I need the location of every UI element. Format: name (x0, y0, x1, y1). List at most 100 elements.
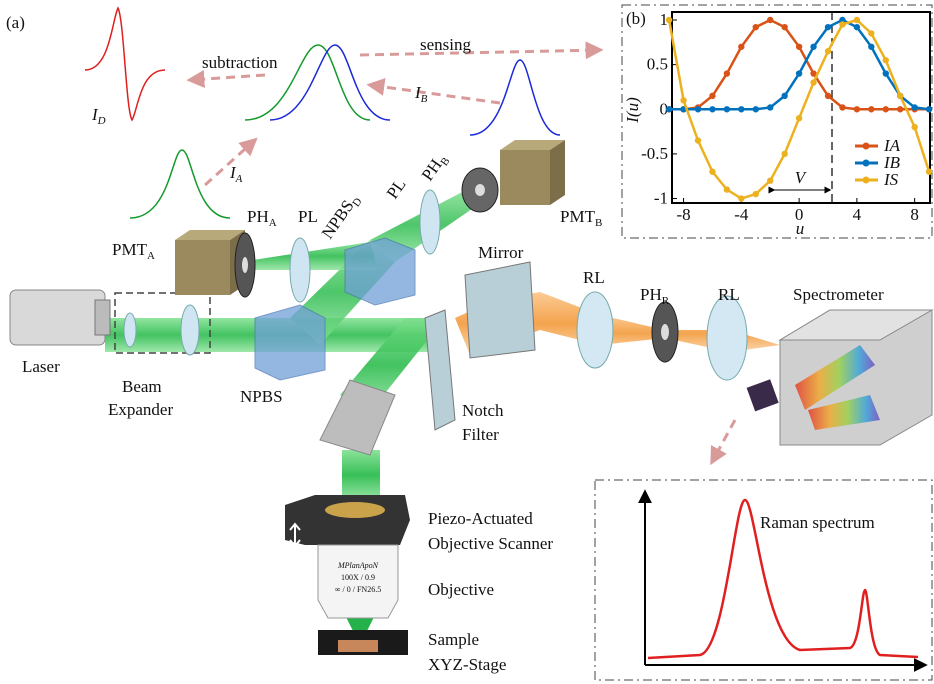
data-point (911, 123, 918, 131)
panel-tag: (a) (6, 13, 25, 32)
data-point (781, 150, 788, 158)
data-point (738, 195, 745, 202)
label: Objective (428, 580, 494, 599)
y-tick-label: -0.5 (641, 144, 668, 163)
label: PL (298, 207, 318, 226)
label: NPBS (240, 387, 283, 406)
label: Raman spectrum (760, 513, 875, 532)
data-point (795, 114, 803, 122)
data-point (810, 79, 817, 86)
label-main: I (91, 105, 99, 124)
data-point (925, 168, 933, 175)
data-point (897, 92, 904, 100)
data-point (795, 43, 803, 50)
data-point (868, 106, 875, 113)
data-point (882, 56, 889, 64)
y-axis-label: I(u) (623, 97, 642, 124)
legend-marker (862, 159, 870, 167)
label-main: PMT (560, 207, 596, 226)
data-point (665, 16, 673, 24)
label: PL (383, 175, 410, 202)
label-sub: D (97, 115, 106, 127)
data-point (723, 106, 731, 113)
data-point (853, 106, 861, 113)
data-point (738, 43, 745, 50)
data-point (767, 177, 774, 184)
data-point (709, 168, 716, 175)
data-point (810, 70, 817, 77)
label: Notch (462, 401, 504, 420)
label: Beam (122, 377, 162, 396)
y-tick-label: 0.5 (647, 55, 668, 74)
annotation: V (795, 168, 808, 187)
optical-layout (9, 4, 934, 681)
label-main: PH (640, 285, 662, 304)
label-sub: B (421, 93, 428, 105)
y-tick-label: 1 (660, 10, 669, 29)
label-main: PH (247, 207, 269, 226)
data-point (694, 137, 702, 144)
label: XYZ-Stage (428, 655, 506, 674)
data-point (781, 23, 788, 31)
label: subtraction (202, 53, 278, 72)
data-point (680, 97, 687, 104)
label: Expander (108, 400, 173, 419)
data-point (694, 106, 702, 113)
data-point (882, 106, 889, 113)
label-main: I (414, 83, 422, 102)
x-tick-label: -4 (734, 205, 749, 224)
label-sub: B (595, 217, 602, 229)
label: Mirror (478, 243, 524, 262)
label: Objective Scanner (428, 534, 553, 553)
data-point (709, 106, 716, 113)
data-point (882, 70, 889, 77)
label: PHB (418, 150, 453, 186)
label: PMTA (112, 240, 155, 262)
label-main: PMT (112, 240, 148, 259)
label: IB (414, 83, 428, 105)
data-point (868, 43, 875, 50)
legend-marker (862, 142, 870, 150)
label: Filter (462, 425, 499, 444)
x-axis-label: u (796, 219, 805, 238)
x-tick-label: 4 (853, 205, 862, 224)
x-tick-label: 0 (795, 205, 804, 224)
series-line (669, 18, 930, 111)
data-point (868, 30, 875, 37)
label: Spectrometer (793, 285, 884, 304)
data-point (767, 16, 774, 24)
data-point (723, 70, 731, 77)
data-point (738, 106, 745, 113)
label-main: I (229, 163, 237, 182)
series-line (669, 18, 930, 111)
label: NPBSD (318, 190, 365, 244)
legend-marker (862, 176, 870, 184)
label: Sample (428, 630, 479, 649)
data-point (709, 92, 716, 100)
legend-label: IB (883, 153, 901, 172)
label: IA (229, 163, 243, 185)
legend-label: IA (883, 136, 901, 155)
data-point (795, 70, 803, 77)
data-point (853, 16, 861, 24)
label: RL (583, 268, 605, 287)
label: PHR (640, 285, 670, 307)
y-tick-label: -1 (654, 189, 668, 208)
data-point (853, 23, 861, 31)
data-point (781, 92, 788, 100)
x-tick-label: -8 (676, 205, 690, 224)
label: Laser (22, 357, 60, 376)
objective-marking: ∞ / 0 / FN26.5 (335, 585, 381, 594)
legend-label: IS (883, 170, 899, 189)
objective-marking: 100X / 0.9 (341, 573, 375, 582)
data-point (810, 43, 817, 50)
data-point (839, 21, 846, 28)
label-sub: R (662, 295, 670, 307)
label-sub: A (235, 173, 243, 185)
objective-marking: MPlanApoN (337, 561, 379, 570)
data-point (824, 23, 832, 31)
data-point (824, 92, 832, 100)
